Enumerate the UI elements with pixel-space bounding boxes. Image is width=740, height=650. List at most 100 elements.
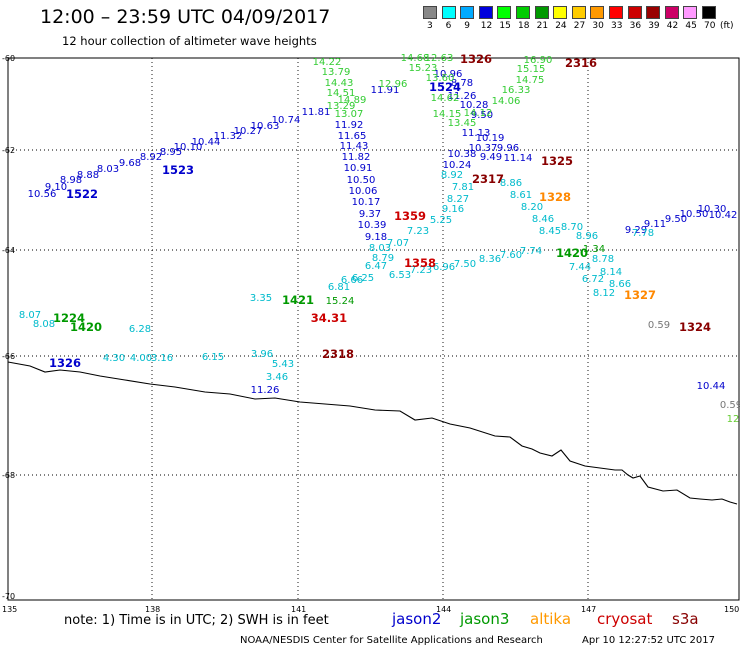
legend-swatch-label: 3 — [427, 21, 433, 31]
wave-height-value: 11.14 — [504, 153, 533, 164]
wave-height-value: 14.15 — [433, 109, 462, 120]
pass-time-label: 2318 — [322, 347, 354, 361]
lon-label: 144 — [436, 605, 451, 614]
legend-swatch-label: 21 — [536, 21, 549, 31]
page-subtitle: 12 hour collection of altimeter wave hei… — [62, 34, 317, 48]
pass-time-label: 1523 — [162, 163, 194, 177]
wave-height-value: 7.81 — [452, 182, 474, 193]
lat-label: -60 — [2, 54, 15, 63]
wave-height-value: 8.61 — [510, 190, 532, 201]
wave-height-value: 7.23 — [407, 226, 429, 237]
wave-height-value: 6.66 — [341, 275, 363, 286]
lat-label: -64 — [2, 246, 15, 255]
lon-label: 147 — [581, 605, 596, 614]
wave-height-value: 8.27 — [447, 194, 469, 205]
wave-height-value: 7.23 — [410, 265, 432, 276]
lat-label: -62 — [2, 146, 15, 155]
wave-height-value: 7.50 — [454, 259, 476, 270]
altimeter-tracks: 10.569.108.988.888.039.688.928.9510.1010… — [19, 53, 740, 425]
pass-time-label: 1522 — [66, 187, 98, 201]
wave-height-value: 8.08 — [33, 319, 55, 330]
wave-height-value: 15.23 — [409, 63, 438, 74]
lat-lon-grid — [8, 58, 740, 600]
wave-height-value: 10.91 — [344, 163, 373, 174]
satellite-altika: altika — [530, 610, 572, 628]
wave-height-value: 9.18 — [365, 232, 387, 243]
wave-height-value: 9.16 — [442, 204, 464, 215]
wave-height-value: 11.82 — [342, 152, 371, 163]
lon-label: 135 — [2, 605, 17, 614]
legend-swatch — [702, 6, 716, 19]
legend-swatch — [627, 6, 642, 19]
wave-height-value: 14.06 — [492, 96, 521, 107]
wave-height-value: 3.35 — [250, 293, 272, 304]
wave-height-value: 7.78 — [632, 228, 654, 239]
wave-height-value: 11.13 — [462, 128, 491, 139]
wave-height-value: 12.63 — [425, 53, 454, 64]
lon-label: 141 — [291, 605, 306, 614]
wave-height-value: 8.66 — [609, 279, 631, 290]
wave-height-value: 8.96 — [576, 231, 598, 242]
legend-swatch-label: 45 — [685, 21, 697, 31]
footer-note: note: 1) Time is in UTC; 2) SWH is in fe… — [64, 613, 329, 628]
credit-line: NOAA/NESDIS Center for Satellite Applica… — [240, 635, 543, 646]
wave-height-value: 16.33 — [502, 85, 531, 96]
pass-time-label: 1359 — [394, 209, 426, 223]
wave-height-value: 8.70 — [561, 222, 583, 233]
wave-height-value: 8.79 — [372, 253, 394, 264]
wave-height-value: 13.07 — [335, 109, 364, 120]
wave-height-value: 10.63 — [251, 121, 280, 132]
legend-swatch — [571, 6, 586, 19]
wave-height-value: 6.25 — [352, 273, 374, 284]
wave-height-value: 9.68 — [119, 158, 141, 169]
wave-height-value: 6.81 — [328, 282, 350, 293]
wave-height-value: 8.88 — [77, 170, 99, 181]
wave-height-value: 8.46 — [532, 214, 554, 225]
page-title: 12:00 – 23:59 UTC 04/09/2017 — [40, 6, 331, 28]
wave-height-value: 9.11 — [644, 219, 666, 230]
wave-height-value: 10.74 — [272, 115, 301, 126]
wave-height-value: 7.44 — [569, 262, 591, 273]
wave-height-value: 8.14 — [600, 267, 622, 278]
wave-height-value: 13.60 — [426, 73, 455, 84]
legend-swatch-label: 18 — [518, 21, 530, 31]
wave-height-value: 10.39 — [358, 220, 387, 231]
lat-label: -68 — [2, 471, 15, 480]
legend-swatch-label: 42 — [666, 21, 679, 31]
pass-time-label: 1328 — [539, 190, 571, 204]
wave-height-value: 10.27 — [234, 126, 263, 137]
wave-height-value: 10.56 — [28, 189, 57, 200]
wave-height-value: 10.42 — [709, 210, 738, 221]
legend-swatch-label: 24 — [555, 21, 567, 31]
legend-swatch-label: 30 — [592, 21, 604, 31]
wave-height-value: 0.59 — [648, 320, 670, 331]
wave-height-value: 10.24 — [443, 160, 472, 171]
wave-height-value: 3.16 — [151, 353, 173, 364]
wave-height-value: 14.51 — [327, 88, 356, 99]
pass-time-label: 1420 — [70, 320, 102, 334]
pass-time-label: 1325 — [541, 154, 573, 168]
wave-height-value: 10.30 — [698, 204, 727, 215]
wave-height-value: 6.72 — [582, 274, 604, 285]
pass-time-label: 1358 — [404, 256, 436, 270]
pass-time-label: 1326 — [460, 52, 492, 66]
satellite-jason3: jason3 — [460, 610, 510, 628]
wave-height-value: 11.26 — [251, 385, 280, 396]
legend-swatch — [460, 6, 475, 19]
pass-time-label: 2317 — [472, 172, 504, 186]
wave-height-value: 12.96 — [379, 79, 408, 90]
pass-time-label: 1421 — [282, 293, 314, 307]
pass-time-label: 1420 — [556, 246, 588, 260]
wave-height-value: 4.00 — [130, 353, 152, 364]
satellite-cryosat: cryosat — [597, 610, 653, 628]
wave-height-value: 6.47 — [365, 261, 387, 272]
antarctic-coastline — [7, 361, 738, 505]
wave-height-value: 8.92 — [441, 170, 463, 181]
wave-height-value: 3.46 — [266, 372, 288, 383]
wave-height-value: 9.10 — [45, 182, 67, 193]
wave-height-value: 11.32 — [214, 131, 243, 142]
legend-swatch-label: 70 — [704, 21, 716, 31]
pass-time-label: 2316 — [565, 56, 597, 70]
pass-time-labels: 1326 2316 1524 1523 1522 1325 2317 1328 1359 1358… — [49, 52, 711, 370]
